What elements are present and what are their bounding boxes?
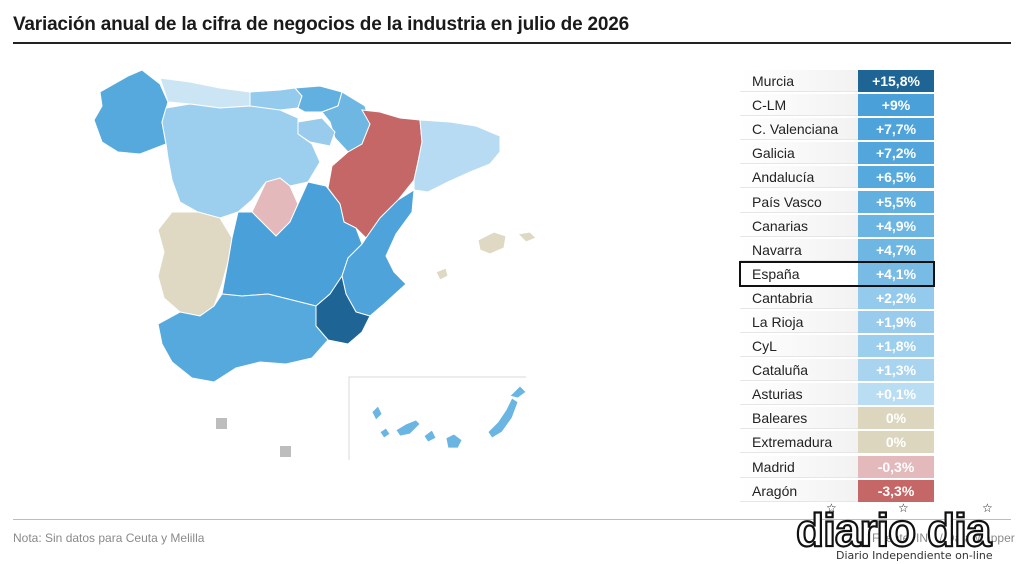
chart-title: Variación anual de la cifra de negocios … — [13, 14, 629, 35]
ranking-region-name: Asturias — [740, 383, 858, 406]
ranking-region-name: Galicia — [740, 142, 858, 165]
ranking-region-name: Murcia — [740, 70, 858, 93]
region-galicia[interactable] — [93, 69, 169, 155]
ranking-row: Cantabria +2,2% — [740, 286, 934, 310]
footer-divider — [13, 519, 1011, 520]
ranking-row: Galicia +7,2% — [740, 141, 934, 165]
canarias-inset-frame — [348, 376, 526, 460]
ranking-value: +4,7% — [858, 238, 934, 261]
ranking-region-name: Madrid — [740, 455, 858, 478]
ranking-row: Canarias +4,9% — [740, 214, 934, 238]
ranking-row: Cataluña +1,3% — [740, 358, 934, 382]
region-baleares[interactable] — [435, 231, 537, 281]
ranking-value: +1,3% — [858, 359, 934, 382]
ranking-region-name: Baleares — [740, 407, 858, 430]
logo-subtitle: Diario Independiente on-line — [836, 549, 993, 562]
ranking-row: Extremadura 0% — [740, 430, 934, 454]
ranking-value: +15,8% — [858, 70, 934, 93]
svg-text:diario dia: diario dia — [796, 504, 992, 554]
ranking-row: La Rioja +1,9% — [740, 310, 934, 334]
ranking-region-name: País Vasco — [740, 190, 858, 213]
ranking-value: 0% — [858, 407, 934, 430]
ranking-table: Murcia +15,8% C-LM +9% C. Valenciana +7,7% Gal… — [739, 69, 935, 503]
title-divider — [13, 42, 1011, 44]
ranking-row: Navarra +4,7% — [740, 238, 934, 262]
svg-text:☆: ☆ — [982, 502, 993, 515]
region-ceuta — [216, 418, 227, 429]
footnote: Nota: Sin datos para Ceuta y Melilla — [13, 531, 205, 545]
ranking-row: España +4,1% — [739, 260, 935, 287]
ranking-value: +7,7% — [858, 118, 934, 141]
ranking-row: Madrid -0,3% — [740, 455, 934, 479]
ranking-region-name: CyL — [740, 335, 858, 358]
diario-dia-logo: diario dia ☆ ☆ ☆ — [795, 502, 994, 554]
ranking-row: C. Valenciana +7,7% — [740, 117, 934, 141]
ranking-region-name: C. Valenciana — [740, 118, 858, 141]
ranking-region-name: Andalucía — [740, 166, 858, 189]
ranking-region-name: La Rioja — [740, 310, 858, 333]
ranking-row: País Vasco +5,5% — [740, 189, 934, 213]
ranking-region-name: Cataluña — [740, 359, 858, 382]
ranking-value: +1,9% — [858, 310, 934, 333]
ranking-value: +7,2% — [858, 142, 934, 165]
ranking-value: +6,5% — [858, 166, 934, 189]
region-cataluna[interactable] — [413, 119, 501, 193]
ranking-value: -0,3% — [858, 455, 934, 478]
ranking-value: 0% — [858, 431, 934, 454]
ranking-value: +9% — [858, 94, 934, 117]
spain-map — [93, 69, 537, 460]
ranking-region-name: Aragón — [740, 479, 858, 502]
ranking-value: +1,8% — [858, 335, 934, 358]
ranking-row: Murcia +15,8% — [740, 69, 934, 93]
region-comunidad-valenciana[interactable] — [341, 189, 415, 317]
ranking-row: Aragón -3,3% — [740, 479, 934, 503]
ranking-row: Baleares 0% — [740, 406, 934, 430]
ranking-region-name: C-LM — [740, 94, 858, 117]
ranking-row: CyL +1,8% — [740, 334, 934, 358]
ranking-region-name: Extremadura — [740, 431, 858, 454]
svg-text:☆: ☆ — [898, 502, 909, 515]
ranking-region-name: Canarias — [740, 214, 858, 237]
region-andalucia[interactable] — [157, 293, 329, 383]
ranking-value: +4,9% — [858, 214, 934, 237]
ranking-row: C-LM +9% — [740, 93, 934, 117]
ranking-region-name: Navarra — [740, 238, 858, 261]
ranking-value: +0,1% — [858, 383, 934, 406]
source-credit: Fuente: INE / Datawrapper — [872, 531, 1015, 545]
ranking-value: +4,1% — [858, 262, 934, 285]
ranking-region-name: Cantabria — [740, 286, 858, 309]
region-canarias[interactable] — [371, 385, 527, 449]
ranking-row: Asturias +0,1% — [740, 382, 934, 406]
region-melilla — [280, 446, 291, 457]
ranking-value: +5,5% — [858, 190, 934, 213]
ranking-region-name: España — [740, 262, 858, 285]
ranking-value: +2,2% — [858, 286, 934, 309]
ranking-row: Andalucía +6,5% — [740, 165, 934, 189]
ranking-value: -3,3% — [858, 479, 934, 502]
svg-text:☆: ☆ — [826, 502, 837, 515]
